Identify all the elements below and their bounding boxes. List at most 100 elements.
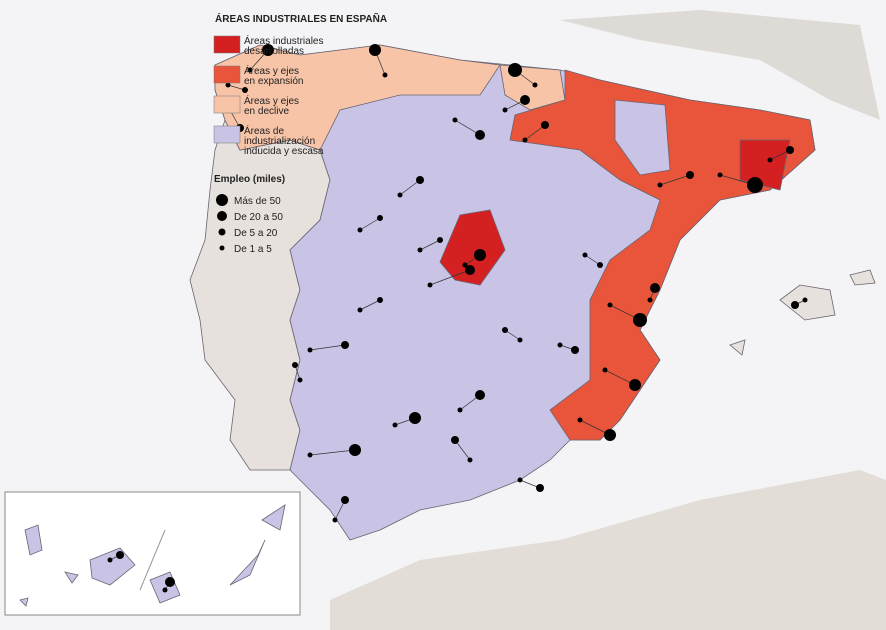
employment-dot xyxy=(767,157,773,163)
link xyxy=(504,329,521,341)
employment-dot xyxy=(357,307,363,313)
legend-swatch xyxy=(213,125,241,144)
employment-dot xyxy=(307,452,313,458)
legend-label: De 5 a 20 xyxy=(234,228,278,239)
madrid xyxy=(439,209,506,286)
canarias-inset xyxy=(4,491,301,616)
employment-dot xyxy=(502,107,508,113)
employment-dot xyxy=(242,87,248,93)
employment-dot xyxy=(416,176,424,184)
employment-dot xyxy=(571,346,579,354)
employment-dot xyxy=(802,297,808,303)
legend-label: en expansión xyxy=(244,76,304,87)
map-title: ÁREAS INDUSTRIALES EN ESPAÑA xyxy=(215,12,387,25)
employment-dot xyxy=(392,422,398,428)
inset-divider xyxy=(139,529,166,591)
employment-dot xyxy=(557,342,563,348)
employment-dot xyxy=(427,282,433,288)
employment-dot xyxy=(474,249,486,261)
legend-swatch xyxy=(213,35,241,54)
link xyxy=(454,439,471,461)
legend-label: desarrolladas xyxy=(244,46,304,57)
legend-swatch xyxy=(213,95,241,114)
employment-dot xyxy=(604,429,616,441)
employment-dot xyxy=(536,484,544,492)
huesca xyxy=(614,99,671,176)
legend-dot xyxy=(217,211,227,221)
employment-dot xyxy=(577,417,583,423)
employment-dot xyxy=(451,436,459,444)
employment-dot xyxy=(349,444,361,456)
legend: ÁREAS INDUSTRIALES EN ESPAÑA Áreas indust… xyxy=(213,12,387,255)
employment-dot xyxy=(520,95,530,105)
employment-dot xyxy=(747,177,763,193)
link xyxy=(659,174,691,186)
link xyxy=(584,254,601,266)
link xyxy=(524,124,546,141)
employment-dot xyxy=(502,327,508,333)
employment-dot xyxy=(532,82,538,88)
employment-dot xyxy=(465,265,475,275)
link xyxy=(359,299,381,311)
legend-swatch xyxy=(213,65,241,84)
legend-dot xyxy=(218,228,226,236)
employment-title: Empleo (miles) xyxy=(214,174,285,185)
employment-dot xyxy=(657,182,663,188)
legend-label: inducida y escasa xyxy=(244,146,324,157)
employment-dot xyxy=(582,252,588,258)
employment-dot xyxy=(452,117,458,123)
employment-dot xyxy=(462,262,468,268)
employment-dot xyxy=(162,587,168,593)
legend-label: De 20 a 50 xyxy=(234,212,283,223)
employment-dot xyxy=(522,137,528,143)
employment-dot xyxy=(377,215,383,221)
link xyxy=(429,269,471,286)
employment-dot xyxy=(650,283,660,293)
link xyxy=(309,449,356,456)
link xyxy=(399,179,421,196)
employment-dot xyxy=(397,192,403,198)
employment-dot xyxy=(417,247,423,253)
employment-dot xyxy=(165,577,175,587)
link xyxy=(359,217,381,231)
legend-label: Áreas y ejes xyxy=(244,94,299,107)
employment-dot xyxy=(409,412,421,424)
employment-dot xyxy=(369,44,381,56)
employment-dot xyxy=(292,362,298,368)
legend-label: Áreas de xyxy=(244,124,284,137)
france xyxy=(560,10,880,120)
legend-label: Áreas industriales xyxy=(244,34,323,47)
employment-dot xyxy=(247,67,253,73)
employment-dot xyxy=(791,301,799,309)
employment-dot xyxy=(602,367,608,373)
legend-label: Áreas y ejes xyxy=(244,64,299,77)
employment-dot xyxy=(437,237,443,243)
employment-dot xyxy=(357,227,363,233)
employment-dot xyxy=(786,146,794,154)
employment-dot xyxy=(475,130,485,140)
employment-dot xyxy=(457,407,463,413)
employment-dot xyxy=(647,297,653,303)
employment-dot xyxy=(116,551,124,559)
africa xyxy=(330,470,886,630)
employment-dot xyxy=(332,517,338,523)
legend-label: De 1 a 5 xyxy=(234,244,272,255)
employment-dot xyxy=(107,557,113,563)
employment-dot xyxy=(307,347,313,353)
employment-dot xyxy=(597,262,603,268)
baleares xyxy=(729,269,876,356)
legend-label: Más de 50 xyxy=(234,196,281,207)
employment-dot xyxy=(475,390,485,400)
link xyxy=(419,239,441,251)
employment-dot xyxy=(517,337,523,343)
link xyxy=(309,344,346,351)
employment-dot xyxy=(629,379,641,391)
employment-dot xyxy=(541,121,549,129)
employment-dot xyxy=(262,44,274,56)
legend-dot xyxy=(219,245,225,251)
employment-dot xyxy=(225,82,231,88)
employment-dot xyxy=(508,63,522,77)
employment-dot xyxy=(377,297,383,303)
employment-dots xyxy=(107,44,808,593)
employment-dot xyxy=(382,72,388,78)
